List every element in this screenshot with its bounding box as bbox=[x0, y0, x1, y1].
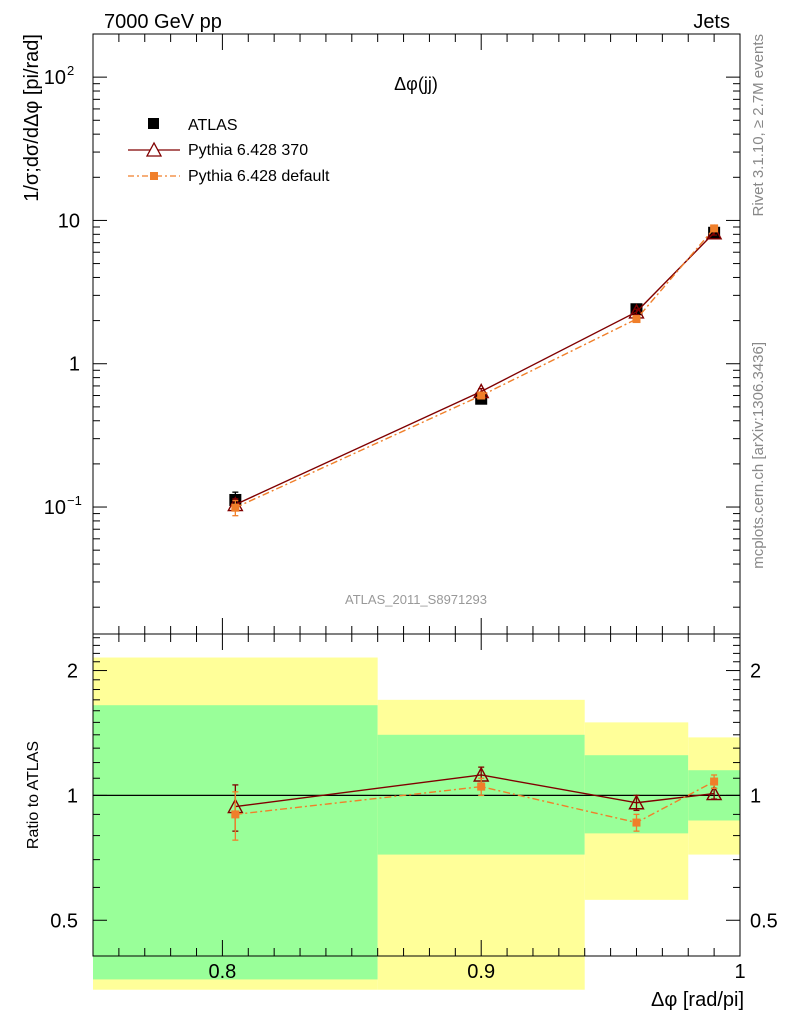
x-tick-label: 1 bbox=[734, 961, 745, 983]
ratio-pydefault-point bbox=[632, 818, 641, 827]
main-y-tick-label-exponent: −1 bbox=[67, 493, 82, 508]
ratio-y-ticks: 0.5 0.5 1 1 2 2 bbox=[50, 637, 778, 932]
ratio-pydefault-point bbox=[231, 810, 240, 819]
ratio-y-tick-label-left: 2 bbox=[67, 661, 78, 683]
main-y-tick-label: 1 bbox=[69, 354, 80, 376]
x-tick-label: 0.9 bbox=[467, 961, 495, 983]
legend-marker-atlas bbox=[148, 118, 159, 129]
x-ticks: 0.8 0.9 1 bbox=[92, 34, 746, 983]
pydefault-point bbox=[231, 503, 240, 512]
main-y-tick-label: 10 bbox=[44, 497, 66, 519]
legend-label-pydefault: Pythia 6.428 default bbox=[188, 168, 330, 185]
legend-marker-py370 bbox=[145, 141, 163, 157]
header-right: Jets bbox=[693, 11, 730, 33]
ratio-py370-line bbox=[235, 774, 715, 808]
ratio-pydefault-line bbox=[235, 780, 715, 824]
x-axis-label: Δφ [rad/pi] bbox=[651, 989, 744, 1011]
ratio-y-tick-label-right: 0.5 bbox=[750, 910, 778, 932]
main-y-tick-label: 10 bbox=[58, 210, 80, 232]
legend-label-py370: Pythia 6.428 370 bbox=[188, 142, 308, 159]
band-inner-0 bbox=[93, 705, 378, 980]
ratio-pydefault-point bbox=[477, 782, 486, 791]
main-series bbox=[227, 224, 723, 517]
main-y-tick-label: 10 bbox=[44, 67, 66, 89]
rivet-label: Rivet 3.1.10, ≥ 2.7M events bbox=[750, 34, 767, 217]
legend: ATLAS Pythia 6.428 370 Pythia 6.428 defa… bbox=[128, 117, 330, 185]
pydefault-point bbox=[710, 224, 719, 233]
mcplots-label: mcplots.cern.ch [arXiv:1306.3436] bbox=[750, 342, 767, 569]
py370-line bbox=[235, 232, 715, 506]
ratio-y-tick-label-right: 1 bbox=[750, 785, 761, 807]
x-tick-label: 0.8 bbox=[208, 961, 236, 983]
pydefault-point bbox=[477, 391, 486, 400]
ratio-py370-point bbox=[705, 785, 723, 801]
pydefault-point bbox=[632, 315, 641, 324]
main-y-tick-label-exponent: 2 bbox=[67, 63, 74, 78]
ratio-y-tick-label-left: 1 bbox=[67, 785, 78, 807]
pydefault-line bbox=[235, 227, 715, 509]
analysis-watermark: ATLAS_2011_S8971293 bbox=[345, 592, 487, 607]
chart-title: Δφ(jj) bbox=[394, 74, 438, 94]
main-y-axis-label: 1/σ;dσ/dΔφ [pi/rad] bbox=[21, 34, 43, 202]
ratio-y-tick-label-right: 2 bbox=[750, 661, 761, 683]
ratio-series bbox=[227, 766, 723, 841]
ratio-y-axis-label: Ratio to ATLAS bbox=[25, 741, 42, 849]
ratio-py370-point bbox=[628, 794, 645, 810]
header-left: 7000 GeV pp bbox=[104, 11, 222, 33]
legend-label-atlas: ATLAS bbox=[188, 117, 238, 134]
ratio-y-tick-label-left: 0.5 bbox=[50, 910, 78, 932]
ratio-pydefault-point bbox=[710, 777, 719, 786]
legend-marker-pydefault bbox=[150, 172, 158, 180]
